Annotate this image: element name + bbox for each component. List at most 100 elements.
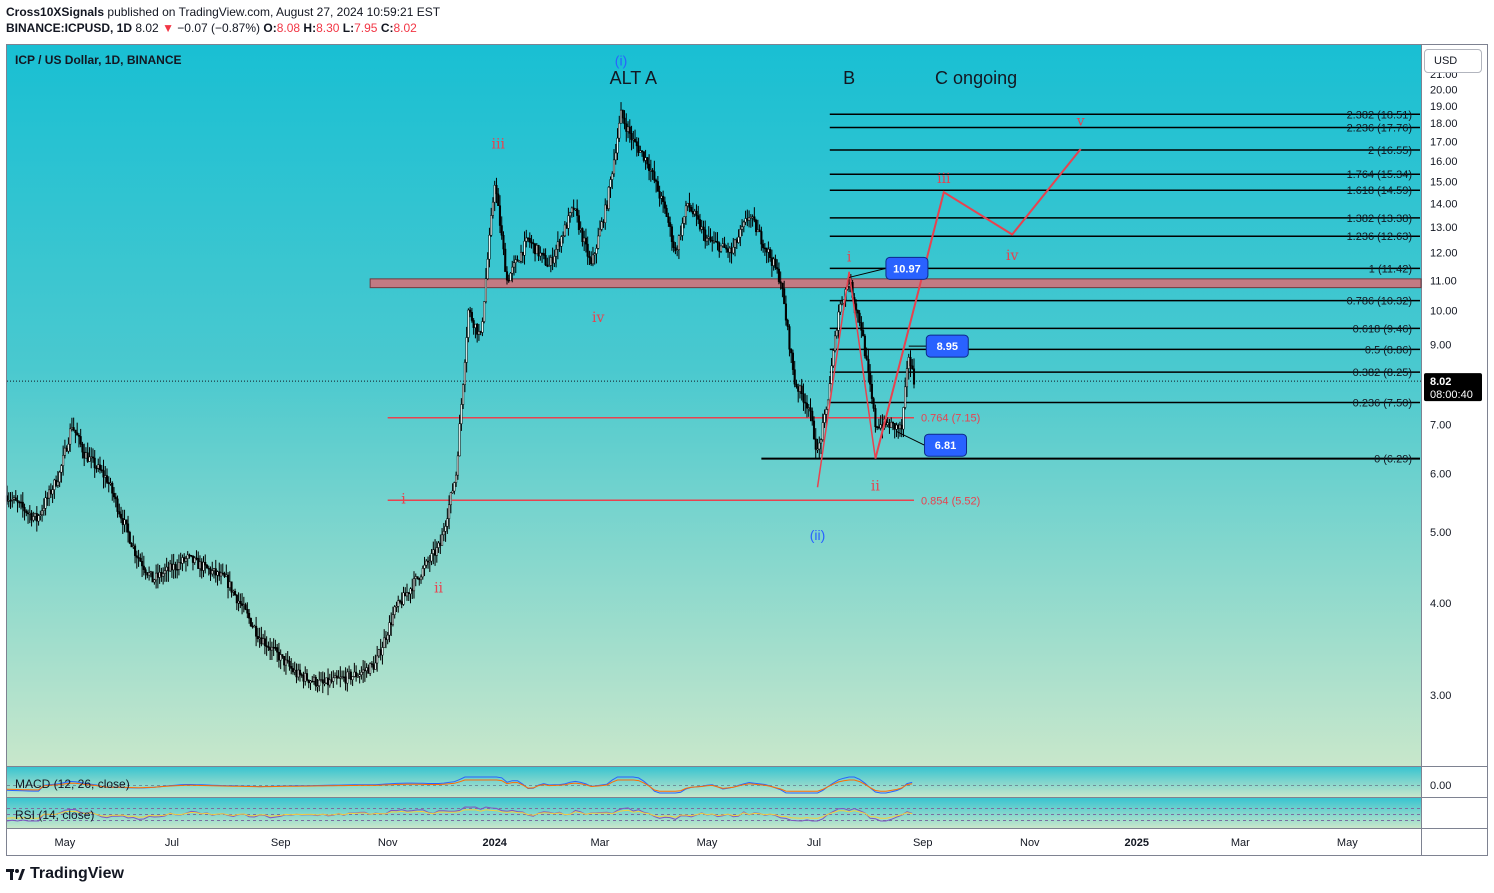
fib-level-label: 1.764 (15.34) <box>1347 169 1412 181</box>
candle-body <box>825 409 828 415</box>
candle-body <box>702 226 705 231</box>
currency-button[interactable]: USD <box>1424 49 1482 73</box>
time-axis-background <box>7 828 1421 855</box>
candle-body <box>788 326 791 350</box>
candle-body <box>793 369 796 385</box>
candle-body <box>777 268 780 282</box>
candle-body <box>91 456 95 459</box>
price-tick-label: 10.00 <box>1430 306 1458 318</box>
candle-body <box>469 309 472 313</box>
candle-body <box>818 442 821 450</box>
candle-body <box>483 301 486 322</box>
candle-body <box>646 157 649 165</box>
wave-label-red: ii <box>434 580 443 596</box>
candle-body <box>795 383 798 387</box>
red-fib-label: 0.764 (7.15) <box>921 413 980 425</box>
price-callout-box[interactable] <box>885 256 929 280</box>
candle-body <box>739 229 742 238</box>
candle-body <box>491 201 495 216</box>
candle-body <box>618 122 621 139</box>
candle-body <box>830 365 833 384</box>
candle-body <box>484 278 487 302</box>
candle-body <box>648 163 651 171</box>
candle-body <box>177 562 180 570</box>
candle-body <box>783 288 786 305</box>
candle-body <box>244 604 247 610</box>
candle-body <box>800 385 803 394</box>
time-tick-label: Jul <box>807 837 821 849</box>
price-callout-box[interactable] <box>924 433 968 457</box>
candle-body <box>428 560 431 563</box>
candle-body <box>14 497 17 501</box>
candle-body <box>555 249 558 257</box>
candle-body <box>719 245 723 252</box>
candle-body <box>142 565 145 570</box>
candle-body <box>760 231 763 245</box>
candle-body <box>670 226 673 242</box>
wave-label-red: v <box>1076 114 1085 130</box>
candle-body <box>381 647 384 656</box>
candle-body <box>239 600 242 604</box>
candle-body <box>833 335 837 351</box>
candle-body <box>614 152 617 161</box>
candle-body <box>230 581 233 593</box>
candle-body <box>176 569 179 571</box>
rsi-label[interactable]: RSI (14, close) <box>15 808 95 822</box>
candle-body <box>77 434 80 437</box>
wave-label-red: ii <box>871 479 880 495</box>
candle-body <box>207 567 210 570</box>
candle-body <box>662 195 665 203</box>
candle-body <box>204 561 207 566</box>
candle-body <box>497 193 500 206</box>
candle-body <box>448 504 451 519</box>
candle-body <box>119 513 123 519</box>
price-callout-box[interactable] <box>925 334 969 358</box>
candle-body <box>386 634 389 640</box>
candle-body <box>634 138 637 142</box>
candle-body <box>814 438 817 450</box>
candle-body <box>286 659 289 662</box>
fib-level-label: 0.382 (8.25) <box>1353 367 1412 379</box>
candle-body <box>774 258 777 268</box>
time-tick-label: Nov <box>378 837 398 849</box>
fib-level-label: 0 (6.29) <box>1374 454 1412 466</box>
candle-body <box>421 568 424 578</box>
candle-body <box>144 569 147 574</box>
candle-body <box>542 253 545 256</box>
publish-line: Cross10XSignals published on TradingView… <box>6 4 440 20</box>
candle-body <box>519 252 523 262</box>
candle-body <box>314 676 317 687</box>
low-label: L: <box>342 21 355 35</box>
wave-abc-path[interactable] <box>816 271 877 488</box>
candle-body <box>802 393 805 403</box>
candle-body <box>11 499 14 501</box>
wave-degree-label: B <box>843 68 855 88</box>
candle-body <box>641 150 644 153</box>
price-tick-label: 5.00 <box>1430 527 1451 539</box>
candle-body <box>153 579 156 583</box>
time-tick-label: 2024 <box>482 837 507 849</box>
candle-body <box>288 660 291 667</box>
footer-brand-text[interactable]: TradingView <box>30 865 124 882</box>
candle-body <box>505 271 509 281</box>
candle-body <box>711 240 714 242</box>
publisher-name[interactable]: Cross10XSignals <box>6 5 105 19</box>
candle-body <box>672 241 675 248</box>
candle-body <box>267 646 270 648</box>
candle-body <box>425 560 428 566</box>
candle-body <box>863 335 866 357</box>
candle-body <box>679 235 682 237</box>
macd-signal-line <box>6 779 913 792</box>
candle-body <box>44 497 47 509</box>
candle-body <box>416 576 419 579</box>
macd-label[interactable]: MACD (12, 26, close) <box>15 777 130 791</box>
wave-projection-path[interactable] <box>874 148 1082 459</box>
price-tick-label: 16.00 <box>1430 156 1458 168</box>
candle-body <box>826 399 830 410</box>
candle-body <box>816 448 819 451</box>
candle-body <box>163 570 166 574</box>
chart-frame <box>6 44 1488 856</box>
candle-body <box>567 215 570 229</box>
candle-body <box>455 474 458 483</box>
